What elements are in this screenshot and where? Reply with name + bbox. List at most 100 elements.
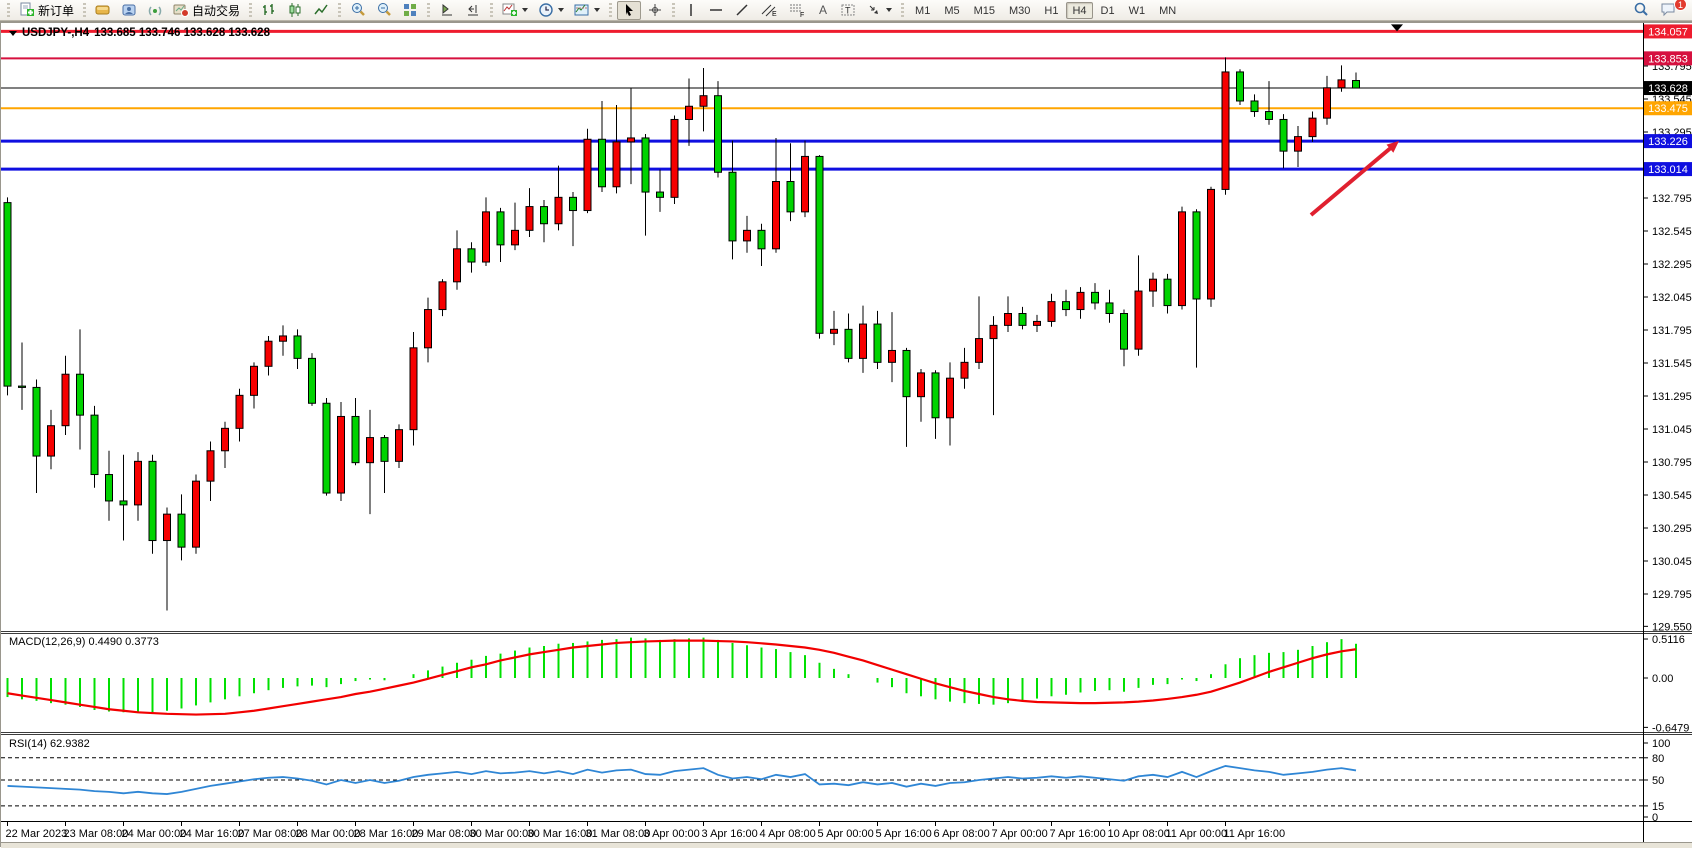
macd-axis-label: 0.00 [1652, 673, 1673, 685]
bear-candle [1120, 313, 1128, 350]
price-badge-label: 133.628 [1648, 83, 1688, 95]
text-label-tool[interactable]: T [836, 1, 860, 20]
data-window-button[interactable] [117, 1, 141, 20]
search-button[interactable] [1628, 1, 1654, 20]
bear-candle [322, 402, 331, 494]
svg-text:T: T [845, 6, 851, 16]
rsi-line [7, 765, 1357, 795]
toolbar-grip[interactable] [490, 2, 494, 18]
periods-dropdown-icon [558, 8, 565, 12]
chart-canvas[interactable]: 133.795133.545133.295132.795132.545132.2… [1, 22, 1692, 848]
bear-candle [786, 181, 795, 213]
timeframe-d1[interactable]: D1 [1100, 4, 1115, 17]
price-badge-label: 133.475 [1648, 103, 1688, 115]
text-label-icon: T [841, 4, 855, 16]
cursor-tool-button[interactable] [617, 0, 642, 20]
time-axis-label: 11 Apr 16:00 [1224, 828, 1286, 840]
equidistant-channel-tool[interactable]: E [756, 1, 782, 20]
autotrading-button[interactable]: 自动交易 [169, 1, 244, 20]
timeframe-w1[interactable]: W1 [1128, 4, 1146, 17]
timeframe-m30[interactable]: M30 [1009, 4, 1031, 17]
arrows-tool[interactable] [862, 1, 896, 20]
bear-candle [496, 211, 505, 246]
time-axis-label: 7 Apr 00:00 [992, 828, 1048, 840]
market-watch-button[interactable] [91, 1, 115, 20]
templates-button[interactable] [570, 1, 604, 20]
periods-button[interactable] [534, 1, 568, 20]
signals-button[interactable] [143, 1, 167, 20]
toolbar-grip[interactable] [427, 2, 431, 18]
price-badge [1644, 81, 1692, 96]
bar-chart-button[interactable] [257, 1, 281, 20]
toolbar-grip[interactable] [338, 2, 342, 18]
bull-candle [830, 328, 838, 334]
toolbar-grip[interactable] [609, 2, 613, 18]
autotrading-icon [173, 4, 190, 17]
chart-shift-button[interactable] [461, 1, 485, 20]
auto-scroll-button[interactable] [435, 1, 459, 20]
rsi-axis-label: 80 [1652, 753, 1664, 765]
price-badge [1644, 24, 1692, 39]
chart-title-bar[interactable]: USDJPY-,H4 133.685 133.746 133.628 133.6… [9, 27, 270, 39]
time-axis-label: 3 Apr 00:00 [644, 828, 700, 840]
signal-icon [148, 6, 162, 16]
time-axis-label: 4 Apr 08:00 [760, 828, 816, 840]
line-chart-button[interactable] [309, 1, 333, 20]
macd-axis-label: -0.6479 [1652, 722, 1689, 734]
timeframe-h4[interactable]: H4 [1066, 1, 1093, 19]
zoom-in-button[interactable] [346, 1, 370, 20]
toolbar-grip[interactable] [672, 2, 676, 18]
notifications-button[interactable]: 1 [1656, 0, 1687, 20]
candle-chart-button[interactable] [283, 1, 307, 20]
toolbar-grip[interactable] [901, 2, 905, 18]
timeframe-mn[interactable]: MN [1159, 4, 1177, 17]
bull-candle [206, 450, 215, 482]
new-order-button[interactable]: 新订单 [15, 1, 78, 20]
timeframe-m5[interactable]: M5 [944, 4, 960, 17]
trend-arrow-line[interactable] [1309, 144, 1395, 217]
bear-candle [902, 349, 911, 398]
horizontal-line-tool[interactable] [704, 1, 728, 20]
chart-window: USDJPY-,H4 133.685 133.746 133.628 133.6… [0, 21, 1692, 848]
search-icon [1634, 2, 1648, 16]
price-badge [1644, 134, 1692, 149]
crosshair-tool-button[interactable] [643, 1, 667, 20]
toolbar-grip[interactable] [249, 2, 253, 18]
text-tool[interactable]: A [812, 1, 834, 20]
price-axis-label: 132.795 [1652, 193, 1692, 205]
bull-candle [583, 138, 592, 212]
time-axis-label: 28 Mar 16:00 [354, 828, 419, 840]
chart-background [1, 22, 1692, 848]
vertical-line-tool[interactable] [680, 1, 702, 20]
time-axis-label: 5 Apr 00:00 [818, 828, 874, 840]
bear-candle [1105, 302, 1114, 315]
bear-candle [105, 474, 113, 502]
toolbar-grip[interactable] [7, 2, 10, 18]
bull-candle [525, 206, 534, 231]
trendline-tool[interactable] [730, 1, 754, 20]
svg-text:A: A [819, 3, 827, 17]
bear-candle [467, 248, 476, 263]
timeframe-m15[interactable]: M15 [973, 4, 995, 17]
timeframe-h1[interactable]: H1 [1044, 4, 1059, 17]
bull-candle [685, 105, 693, 120]
line-chart-icon [314, 4, 328, 15]
bull-candle [482, 211, 490, 263]
chart-collapse-icon[interactable] [9, 30, 17, 36]
fibonacci-tool[interactable]: F [784, 1, 810, 20]
clock-icon [539, 3, 553, 17]
tile-windows-button[interactable] [398, 1, 422, 20]
bear-candle [351, 415, 360, 464]
bear-candle [1250, 100, 1259, 113]
timeframe-m1[interactable]: M1 [915, 4, 931, 17]
price-badge-label: 133.014 [1648, 164, 1688, 176]
trend-arrow-head[interactable] [1386, 141, 1399, 153]
toolbar-grip[interactable] [83, 2, 87, 18]
auto-scroll-icon [442, 3, 453, 16]
bull-candle [1047, 301, 1056, 322]
top-line-marker-icon[interactable] [1391, 24, 1403, 32]
zoom-out-button[interactable] [372, 1, 396, 20]
price-axis-label: 129.550 [1652, 621, 1692, 633]
bear-candle [1062, 301, 1070, 311]
indicators-button[interactable] [498, 1, 532, 20]
